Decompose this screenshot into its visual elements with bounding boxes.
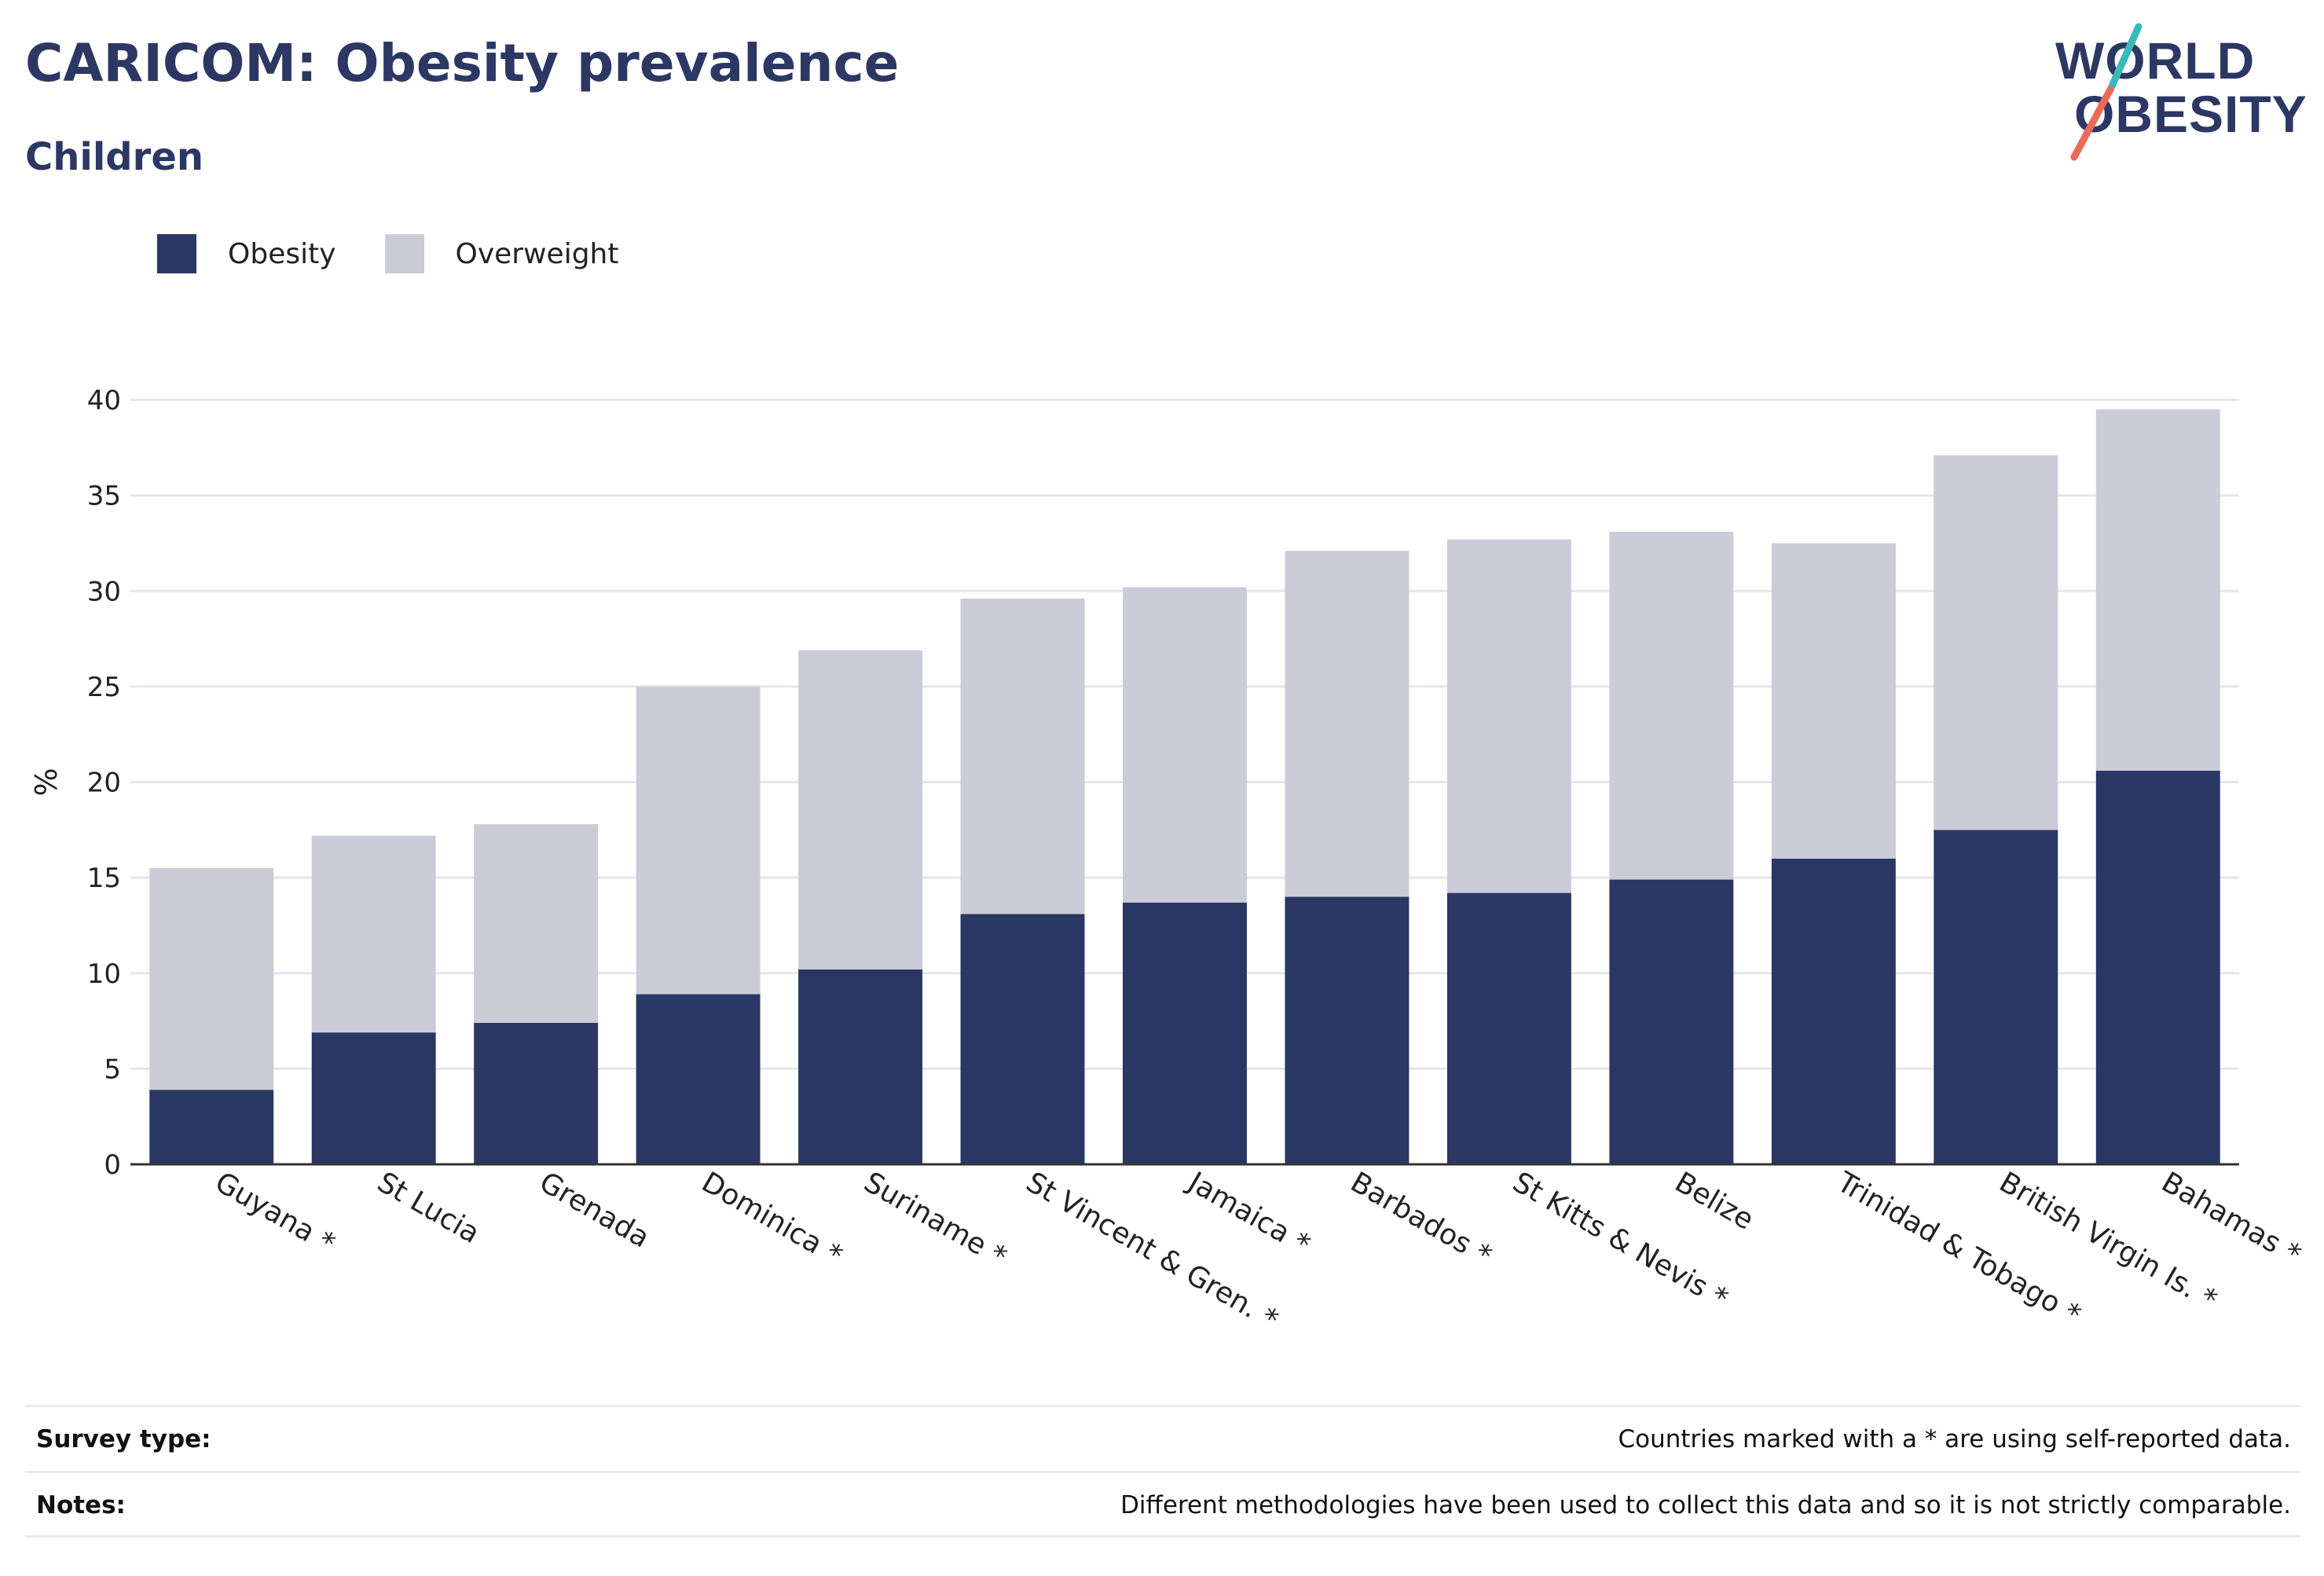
y-tick-label: 20 xyxy=(87,768,121,799)
bar-overweight-11 xyxy=(1934,455,2058,830)
legend-item-obesity: Obesity xyxy=(157,234,336,273)
survey-type-label: Survey type: xyxy=(36,1425,211,1453)
chart-legend: Obesity Overweight xyxy=(157,233,667,275)
x-tick-label: Grenada xyxy=(534,1166,655,1254)
logo-line1: WORLD xyxy=(2055,31,2255,90)
bar-obesity-6 xyxy=(1123,902,1247,1164)
y-tick-label: 25 xyxy=(87,672,121,703)
world-obesity-logo: WORLD OBESITY xyxy=(2055,23,2308,161)
notes-label: Notes: xyxy=(36,1491,126,1519)
bar-overweight-2 xyxy=(474,824,599,1023)
footer-row-survey: Survey type: Countries marked with a * a… xyxy=(25,1408,2300,1471)
x-tick-label: Barbados * xyxy=(1345,1166,1497,1272)
y-tick-label: 5 xyxy=(104,1054,121,1085)
y-tick-label: 15 xyxy=(87,863,121,894)
bar-obesity-2 xyxy=(474,1022,599,1164)
survey-type-value: Countries marked with a * are using self… xyxy=(1618,1425,2292,1453)
footer-row-notes: Notes: Different methodologies have been… xyxy=(25,1474,2300,1537)
footer-divider-top xyxy=(25,1405,2300,1407)
bar-obesity-3 xyxy=(636,994,761,1164)
logo-teal-slash xyxy=(2106,23,2143,93)
bar-overweight-3 xyxy=(636,686,761,995)
page-title: CARICOM: Obesity prevalence xyxy=(25,33,900,93)
bar-overweight-1 xyxy=(311,835,436,1033)
y-tick-label: 40 xyxy=(87,385,121,416)
legend-label-obesity: Obesity xyxy=(228,237,336,270)
bar-obesity-10 xyxy=(1771,858,1896,1164)
logo-coral-slash xyxy=(2070,86,2114,161)
y-tick-label: 0 xyxy=(104,1149,121,1181)
logo-line2: OBESITY xyxy=(2074,85,2308,143)
bar-obesity-11 xyxy=(1934,830,2058,1164)
bar-overweight-6 xyxy=(1123,587,1247,903)
bar-obesity-1 xyxy=(311,1032,436,1164)
legend-swatch-overweight xyxy=(384,234,424,273)
notes-value: Different methodologies have been used t… xyxy=(1120,1491,2291,1519)
bar-obesity-7 xyxy=(1285,896,1409,1164)
bar-overweight-10 xyxy=(1771,543,1896,859)
legend-swatch-obesity xyxy=(157,234,196,273)
x-tick-label: Belize xyxy=(1670,1166,1759,1236)
y-tick-label: 35 xyxy=(87,481,121,512)
bar-obesity-12 xyxy=(2095,770,2220,1164)
bar-overweight-5 xyxy=(960,598,1085,914)
x-tick-label: Suriname * xyxy=(859,1166,1012,1274)
footer-divider-bottom xyxy=(25,1535,2300,1538)
bar-overweight-12 xyxy=(2095,409,2220,771)
legend-item-overweight: Overweight xyxy=(384,234,619,273)
x-tick-label: Dominica * xyxy=(696,1166,848,1272)
y-tick-label: 30 xyxy=(87,576,121,607)
bar-overweight-0 xyxy=(149,867,274,1090)
footer-divider-middle xyxy=(25,1471,2300,1473)
y-axis-label: % xyxy=(29,768,64,796)
bar-obesity-5 xyxy=(960,914,1085,1164)
bar-overweight-8 xyxy=(1446,539,1571,893)
page-subtitle: Children xyxy=(25,135,204,179)
bar-obesity-9 xyxy=(1609,879,1734,1164)
legend-label-overweight: Overweight xyxy=(455,237,619,270)
x-tick-label: Guyana * xyxy=(210,1166,340,1260)
x-tick-label: Bahamas * xyxy=(2156,1166,2306,1271)
bar-obesity-8 xyxy=(1446,892,1571,1164)
y-tick-label: 10 xyxy=(87,958,121,990)
bar-obesity-0 xyxy=(149,1090,274,1164)
x-tick-label: St Lucia xyxy=(372,1166,485,1250)
bar-obesity-4 xyxy=(798,969,923,1164)
bar-overweight-9 xyxy=(1609,531,1734,880)
stacked-bar-chart: 0 5 10 15 20 25 30 35 40% Guyana * St Lucia Grenada… xyxy=(29,385,2306,1336)
bar-overweight-7 xyxy=(1285,551,1409,897)
bar-overweight-4 xyxy=(798,650,923,969)
x-tick-label: Jamaica * xyxy=(1182,1165,1315,1261)
